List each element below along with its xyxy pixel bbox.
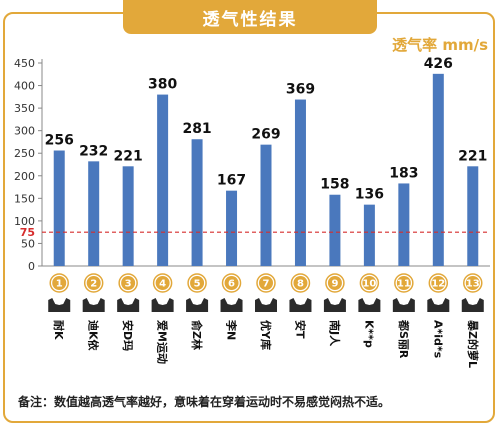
bar — [157, 94, 169, 266]
bar-value-label: 232 — [79, 143, 108, 159]
bar-value-label: 426 — [424, 56, 453, 72]
category-label: 优Y库 — [259, 320, 273, 350]
category-label: 耐K — [52, 320, 66, 340]
category-label: K**p — [362, 320, 375, 348]
index-badge-label: 5 — [194, 279, 201, 290]
bar — [122, 166, 134, 266]
index-badge-fill — [52, 276, 67, 290]
category-label: 李N — [225, 319, 239, 340]
bar-value-label: 281 — [182, 121, 211, 137]
sports-bra-icon — [82, 298, 105, 312]
index-badge-label: 10 — [362, 279, 376, 290]
bar-value-label: 136 — [355, 187, 384, 203]
bar — [260, 144, 272, 266]
index-badge-fill — [121, 276, 136, 290]
index-badge-label: 2 — [90, 279, 97, 290]
sports-bra-icon — [392, 298, 415, 312]
y-tick-label: 0 — [28, 260, 35, 273]
index-badge-fill — [396, 276, 411, 290]
y-tick-label: 300 — [14, 125, 35, 138]
bar — [294, 99, 306, 266]
bar-value-label: 369 — [286, 82, 315, 98]
index-badge-fill — [293, 276, 308, 290]
chart-title: 透气性结果 — [123, 0, 377, 34]
index-badge-label: 11 — [397, 279, 411, 290]
bar-value-label: 183 — [389, 165, 418, 181]
index-badge-label: 12 — [431, 279, 445, 290]
category-label: 迪K依 — [87, 320, 101, 352]
unit-label: 透气率 mm/s — [392, 36, 488, 54]
y-tick-label: 50 — [21, 237, 35, 250]
y-tick-label: 200 — [14, 170, 35, 183]
index-badge-fill — [190, 276, 205, 290]
bar-value-label: 221 — [114, 148, 143, 164]
sports-bra-icon — [461, 298, 484, 312]
sports-bra-icon — [289, 298, 312, 312]
index-badge-fill — [465, 276, 480, 290]
bar — [329, 194, 341, 266]
footnote: 备注：数值越高透气率越好，意味着在穿着运动时不易感觉闷热不适。 — [18, 395, 391, 409]
bar — [191, 139, 203, 266]
bar-value-label: 380 — [148, 77, 177, 93]
sports-bra-icon — [255, 298, 277, 312]
index-badge-fill — [327, 276, 342, 290]
index-badge-label: 4 — [159, 279, 166, 290]
index-badge-fill — [224, 276, 239, 290]
index-badge-label: 6 — [228, 279, 235, 290]
sports-bra-icon — [117, 298, 140, 312]
category-label: 安D玛 — [121, 320, 135, 351]
bar — [398, 183, 410, 266]
index-badge-fill — [431, 276, 446, 290]
index-badge-label: 3 — [125, 279, 132, 290]
index-badge-fill — [362, 276, 377, 290]
index-badge-fill — [86, 276, 101, 290]
index-badge-fill — [259, 276, 273, 290]
category-label: 暴Z的萝L — [466, 319, 480, 368]
y-tick-label: 350 — [14, 102, 35, 115]
y-tick-label: 150 — [14, 192, 35, 205]
bar — [88, 161, 100, 266]
bar — [432, 73, 444, 267]
index-badge-label: 1 — [56, 279, 63, 290]
sports-bra-icon — [358, 298, 381, 312]
y-tick-label: 400 — [14, 80, 35, 93]
index-badge-label: 9 — [331, 279, 338, 290]
category-label: 安T — [293, 320, 307, 339]
bar-value-label: 167 — [217, 173, 246, 189]
y-tick-label: 450 — [14, 57, 35, 70]
bar — [363, 204, 375, 266]
bar — [53, 150, 65, 266]
category-label: 南J人 — [328, 320, 342, 347]
sports-bra-icon — [48, 298, 71, 312]
bar-value-label: 158 — [320, 177, 349, 193]
bar — [467, 166, 479, 266]
sports-bra-icon — [427, 298, 450, 312]
chart-frame — [3, 12, 495, 423]
index-badge-label: 7 — [263, 279, 270, 290]
bar-value-label: 221 — [458, 148, 487, 164]
category-label: 俞Z林 — [190, 319, 204, 350]
sports-bra-icon — [323, 298, 346, 312]
reference-line-label: 75 — [20, 226, 35, 239]
bar — [226, 190, 238, 266]
bar-value-label: 269 — [251, 127, 280, 143]
y-tick-label: 250 — [14, 147, 35, 160]
bar-value-label: 256 — [45, 133, 74, 149]
y-tick-label: 100 — [14, 215, 35, 228]
category-label: 爱M运动 — [156, 320, 170, 364]
category-label: 都S丽R — [397, 319, 411, 359]
index-badge-label: 13 — [466, 279, 480, 290]
index-badge-fill — [155, 276, 170, 290]
sports-bra-icon — [151, 298, 174, 312]
sports-bra-icon — [220, 298, 243, 312]
category-label: A*id*s — [431, 320, 444, 359]
index-badge-label: 8 — [297, 279, 304, 290]
sports-bra-icon — [186, 298, 209, 312]
